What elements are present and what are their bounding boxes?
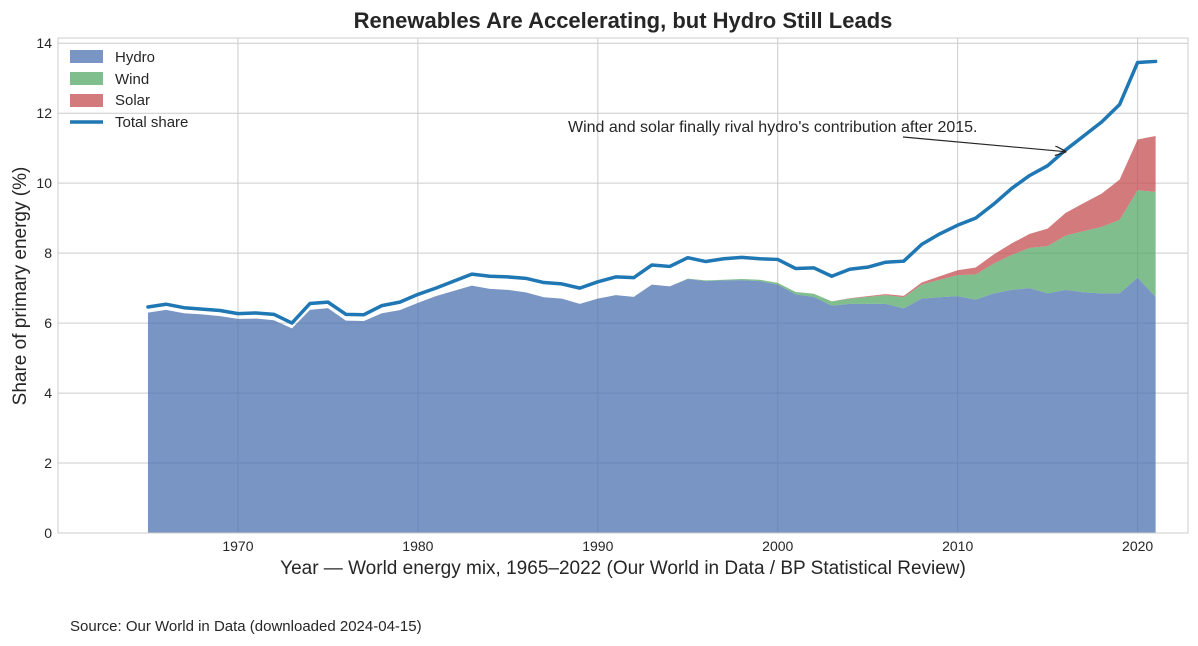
- area-layers: [147, 135, 1156, 533]
- legend-swatch-hydro: [70, 50, 103, 63]
- legend-label-wind: Wind: [115, 71, 149, 88]
- x-tick-label: 1990: [582, 538, 613, 554]
- annotation-text: Wind and solar finally rival hydro's con…: [568, 119, 977, 136]
- legend-label-solar: Solar: [115, 92, 150, 109]
- plot-frame: [57, 37, 1189, 534]
- y-tick-label: 8: [44, 245, 52, 261]
- chart-title: Renewables Are Accelerating, but Hydro S…: [354, 8, 893, 33]
- area-hydro: [147, 277, 1156, 533]
- y-tick-label: 14: [36, 35, 52, 51]
- legend-label-total: Total share: [115, 114, 188, 131]
- legend-swatch-wind: [70, 72, 103, 85]
- y-axis-label: Share of primary energy (%): [10, 167, 31, 406]
- legend: Hydro Wind Solar Total share: [70, 49, 188, 131]
- x-tick-label: 2020: [1122, 538, 1153, 554]
- y-tick-label: 12: [36, 105, 52, 121]
- x-tick-label: 1980: [402, 538, 433, 554]
- x-tick-label: 2010: [942, 538, 973, 554]
- total-line-layer: [146, 59, 1158, 325]
- x-tick-label: 2000: [762, 538, 793, 554]
- x-axis-label: Year — World energy mix, 1965–2022 (Our …: [280, 558, 966, 579]
- line-total-share: [146, 59, 1158, 325]
- y-tick-label: 4: [44, 385, 52, 401]
- annotation: Wind and solar finally rival hydro's con…: [568, 119, 1066, 152]
- legend-label-hydro: Hydro: [115, 49, 155, 66]
- y-tick-label: 10: [36, 175, 52, 191]
- y-tick-label: 6: [44, 315, 52, 331]
- legend-swatch-solar: [70, 94, 103, 107]
- x-tick-label: 1970: [222, 538, 253, 554]
- y-tick-label: 2: [44, 455, 52, 471]
- y-tick-label: 0: [44, 525, 52, 541]
- source-note: Source: Our World in Data (downloaded 20…: [70, 618, 422, 635]
- tick-labels: 0 2 4 6 8 10 12 14 1970 1980 1990 2000 2010 2020: [36, 35, 1153, 554]
- annotation-arrow: [902, 136, 1066, 152]
